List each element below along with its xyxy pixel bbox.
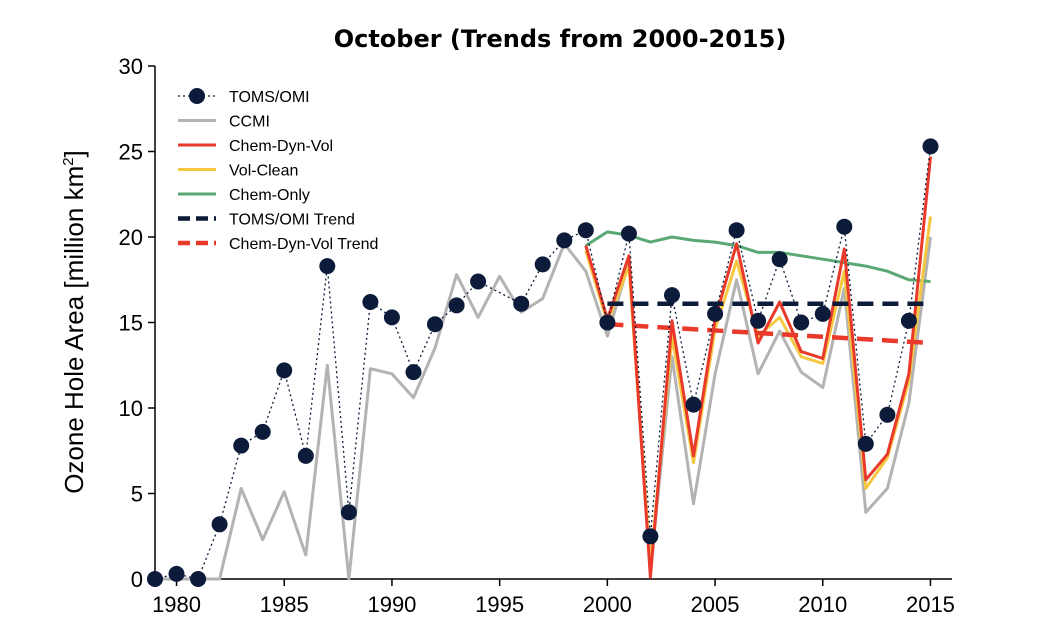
toms-data-point bbox=[254, 423, 271, 440]
x-tick-label: 1990 bbox=[367, 592, 416, 617]
legend-label-ccmi: CCMI bbox=[229, 114, 270, 131]
y-tick-label: 15 bbox=[119, 311, 143, 336]
toms-data-point bbox=[620, 225, 637, 242]
toms-data-point bbox=[362, 294, 379, 310]
toms-data-point bbox=[470, 273, 487, 290]
y-tick-label: 10 bbox=[119, 396, 143, 421]
toms-data-point bbox=[405, 364, 422, 381]
toms-data-point bbox=[685, 396, 702, 413]
x-tick-label: 1995 bbox=[475, 592, 524, 617]
y-axis-label-main: Ozone Hole Area [million km bbox=[59, 166, 89, 494]
toms-data-point bbox=[599, 314, 616, 331]
legend-label-chem-dyn-vol: Chem-Dyn-Vol bbox=[229, 138, 333, 155]
toms-data-point bbox=[922, 138, 939, 155]
series-line-ccmi bbox=[155, 236, 932, 581]
legend-label-chem-only: Chem-Only bbox=[229, 187, 310, 204]
toms-data-point bbox=[211, 516, 228, 533]
toms-data-point bbox=[728, 222, 745, 239]
axes: 0 5 10 15 20 25 30 1980 1985 1990 1995 2000 2005 2010… bbox=[119, 54, 955, 617]
legend-label-toms: TOMS/OMI bbox=[229, 89, 310, 106]
legend-label-cdv-trend: Chem-Dyn-Vol Trend bbox=[229, 236, 378, 253]
toms-data-point bbox=[814, 305, 831, 322]
series-line-chem-only bbox=[584, 230, 931, 283]
toms-data-point bbox=[168, 565, 185, 582]
x-tick-label: 2005 bbox=[691, 592, 740, 617]
x-tick-label: 1985 bbox=[260, 592, 309, 617]
toms-data-point bbox=[233, 437, 250, 454]
toms-data-point bbox=[276, 362, 293, 379]
series-line-cdv-trend bbox=[607, 321, 931, 346]
toms-data-point bbox=[383, 309, 400, 326]
toms-data-point bbox=[642, 528, 659, 545]
x-tick-label: 2000 bbox=[583, 592, 632, 617]
y-axis-label-close: ] bbox=[59, 150, 89, 157]
toms-data-point bbox=[556, 232, 573, 249]
toms-data-point bbox=[297, 447, 314, 464]
y-axis-label: Ozone Hole Area [million km2] bbox=[59, 150, 89, 494]
legend-marker-toms bbox=[189, 88, 205, 104]
toms-data-point bbox=[879, 406, 896, 423]
toms-data-point bbox=[664, 287, 680, 304]
y-tick-label: 5 bbox=[131, 482, 143, 507]
chart-title: October (Trends from 2000-2015) bbox=[334, 25, 787, 53]
toms-data-point bbox=[427, 316, 443, 333]
toms-data-point bbox=[534, 256, 551, 273]
series-line-toms bbox=[154, 146, 932, 580]
legend-label-toms-trend: TOMS/OMI Trend bbox=[229, 212, 355, 229]
x-tick-label: 1980 bbox=[152, 592, 201, 617]
y-axis-label-sup: 2 bbox=[60, 157, 77, 165]
toms-data-point bbox=[836, 218, 853, 235]
series-line-chem-dyn-vol bbox=[584, 156, 932, 579]
toms-data-point bbox=[793, 314, 810, 331]
toms-data-point bbox=[900, 312, 917, 329]
toms-data-point bbox=[147, 571, 163, 587]
toms-data-point bbox=[513, 295, 530, 312]
y-tick-label: 25 bbox=[119, 140, 143, 165]
y-tick-label: 30 bbox=[119, 54, 143, 79]
toms-data-point bbox=[190, 571, 207, 587]
toms-data-point bbox=[448, 297, 465, 314]
y-tick-label: 20 bbox=[119, 225, 143, 250]
toms-data-point bbox=[577, 222, 594, 239]
toms-data-point bbox=[707, 305, 724, 322]
x-tick-label: 2015 bbox=[906, 592, 955, 617]
toms-data-point bbox=[319, 258, 336, 275]
toms-data-point bbox=[340, 504, 357, 521]
series-layer bbox=[147, 138, 939, 587]
legend-label-vol-clean: Vol-Clean bbox=[229, 163, 298, 180]
toms-data-point bbox=[771, 251, 788, 268]
toms-data-point bbox=[857, 435, 874, 452]
x-tick-label: 2010 bbox=[798, 592, 847, 617]
toms-data-point bbox=[750, 312, 767, 329]
legend: TOMS/OMI CCMI Chem-Dyn-Vol Vol-Clean Chem-On… bbox=[178, 88, 378, 253]
y-tick-label: 0 bbox=[131, 567, 143, 592]
